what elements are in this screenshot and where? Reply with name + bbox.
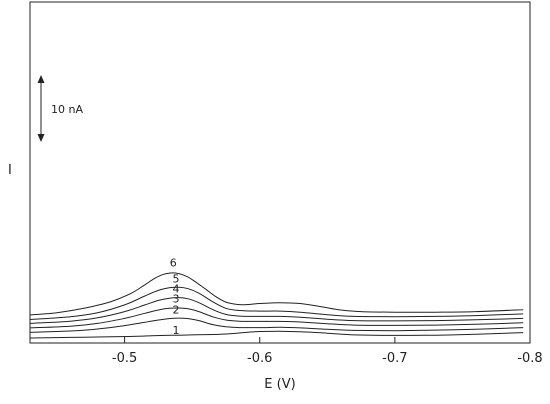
scale-bar-label: 10 nA (51, 103, 83, 116)
curve-2 (29, 317, 524, 333)
curve-3 (29, 307, 524, 329)
curve-group (29, 272, 524, 339)
x-axis: -0.5 -0.6 -0.7 -0.8 (112, 337, 543, 366)
curve-6 (29, 272, 524, 316)
scale-bar-arrow-bottom (37, 134, 45, 142)
plot-frame (29, 1, 531, 344)
curve-label-2: 2 (172, 303, 179, 316)
curve-4 (29, 297, 524, 324)
scale-bar-arrow-top (37, 75, 45, 83)
curve-label-3: 3 (172, 293, 179, 306)
curve-5 (29, 286, 524, 320)
x-tick-label-1: -0.6 (247, 351, 272, 366)
x-tick-label-0: -0.5 (112, 351, 137, 366)
x-tick-label-3: -0.8 (517, 351, 542, 366)
x-tick-label-2: -0.7 (382, 351, 407, 366)
curve-label-4: 4 (172, 283, 179, 296)
x-axis-label: E (V) (264, 377, 295, 392)
curve-label-1: 1 (172, 324, 179, 337)
curve-1 (29, 330, 524, 339)
y-axis-label: I (8, 163, 12, 178)
scale-bar: 10 nA (37, 75, 83, 142)
curve-label-6: 6 (170, 256, 177, 269)
curve-label-5: 5 (172, 273, 179, 286)
